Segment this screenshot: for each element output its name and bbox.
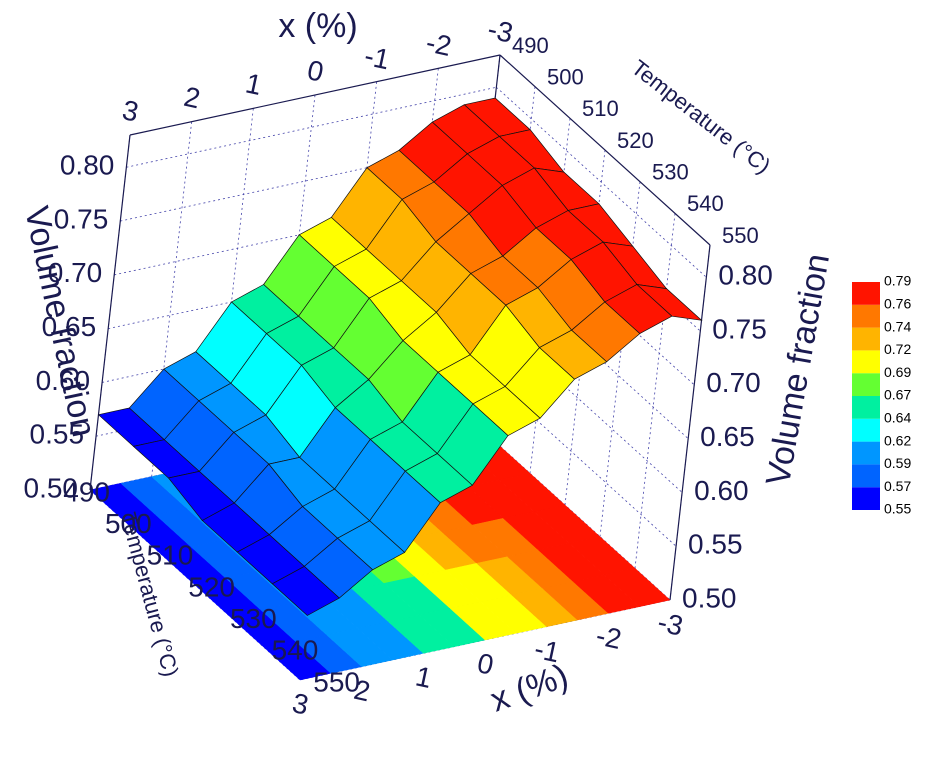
z-tick-label: 0.65 <box>700 421 755 452</box>
floor-contour <box>603 568 671 607</box>
x-tick-label: 1 <box>413 660 435 694</box>
x-tick-label: 0 <box>475 647 497 681</box>
colorbar-swatch <box>852 418 880 442</box>
y-tick-label: 490 <box>63 476 110 507</box>
grid-line <box>126 86 497 168</box>
z-tick-label: 0.55 <box>688 529 743 560</box>
z-tick-label: 0.80 <box>718 260 773 291</box>
x-tick-label: 2 <box>351 674 373 708</box>
y-tick-label: 540 <box>272 635 319 666</box>
z-tick-label: 0.50 <box>24 472 79 503</box>
z-tick-label: 0.60 <box>694 475 749 506</box>
x-tick-label: -1 <box>362 40 393 76</box>
z-tick-label: 0.60 <box>36 365 91 396</box>
x-tick-label: 1 <box>243 67 265 101</box>
x-tick-label: 2 <box>181 81 203 115</box>
z-tick-label: 0.65 <box>42 311 97 342</box>
colorbar-label: 0.59 <box>884 455 911 471</box>
x-axis-title: x (%) <box>486 657 574 720</box>
x-tick-label: -2 <box>423 27 454 63</box>
colorbar-swatch <box>852 396 880 419</box>
colorbar-label: 0.55 <box>884 501 911 517</box>
x-tick-label: 3 <box>290 687 312 721</box>
x-tick-label: 0 <box>305 54 327 88</box>
y-tick-label: 490 <box>512 33 549 58</box>
colorbar-label: 0.69 <box>884 364 911 380</box>
z-tick-label: 0.70 <box>706 367 761 398</box>
colorbar-swatch <box>852 327 880 351</box>
colorbar-swatch <box>852 350 880 374</box>
y-axis-title: Temperature (°C) <box>627 55 776 179</box>
z-tick-label: 0.80 <box>60 150 115 181</box>
z-tick-label: 0.55 <box>30 419 85 450</box>
grid-line <box>496 86 707 278</box>
y-tick-label: 510 <box>582 96 619 121</box>
x-tick-label: -2 <box>593 620 624 656</box>
axis-line <box>669 244 711 601</box>
axis-line <box>89 134 131 491</box>
grid-line <box>465 355 677 547</box>
z-tick-label: 0.75 <box>54 203 109 234</box>
axis-line <box>129 54 501 136</box>
y-tick-label: 550 <box>313 666 360 697</box>
colorbar-label: 0.67 <box>884 387 911 403</box>
y-tick-label: 500 <box>547 64 584 89</box>
grid-line <box>471 302 683 493</box>
axis-line <box>499 54 711 246</box>
x-tick-label: 3 <box>120 94 142 128</box>
y-tick-label: 500 <box>105 508 152 539</box>
colorbar-swatch <box>852 487 880 510</box>
colorbar-label: 0.57 <box>884 478 911 494</box>
colorbar-label: 0.62 <box>884 432 911 448</box>
y-tick-label: 540 <box>687 191 724 216</box>
surface-cell <box>271 565 340 616</box>
colorbar-swatch <box>852 304 880 328</box>
z-tick-label: 0.75 <box>712 313 767 344</box>
colorbar-swatch <box>852 464 880 488</box>
colorbar-label: 0.74 <box>884 318 911 334</box>
colorbar-swatch <box>852 441 880 465</box>
y-tick-label: 520 <box>617 128 654 153</box>
colorbar-label: 0.79 <box>884 273 911 289</box>
colorbar-swatch <box>852 282 880 305</box>
colorbar-label: 0.76 <box>884 296 911 312</box>
colorbar-label: 0.72 <box>884 341 911 357</box>
y-tick-label: 550 <box>722 223 759 248</box>
y-tick-label: 520 <box>188 571 235 602</box>
colorbar-label: 0.64 <box>884 410 911 426</box>
y-tick-label: 530 <box>230 603 277 634</box>
z-tick-label: 0.50 <box>682 582 737 613</box>
z-tick-label: 0.70 <box>48 257 103 288</box>
y-tick-label: 530 <box>652 159 689 184</box>
y-tick-label: 510 <box>147 540 194 571</box>
x-axis-title: x (%) <box>278 7 357 45</box>
colorbar-swatch <box>852 373 880 396</box>
